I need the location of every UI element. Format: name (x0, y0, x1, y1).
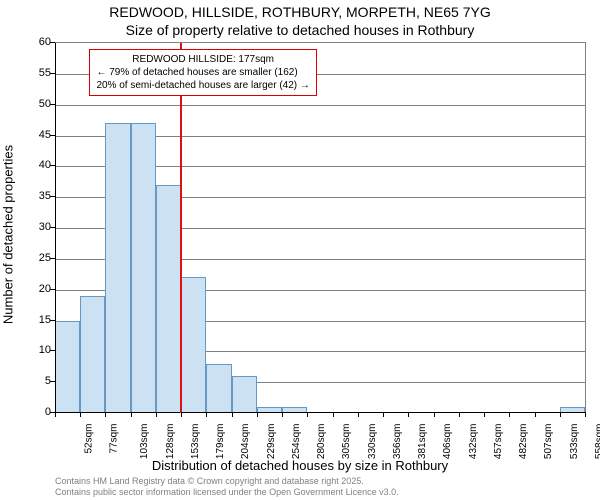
footnote-line1: Contains HM Land Registry data © Crown c… (55, 476, 364, 486)
xtick-mark (509, 412, 510, 417)
chart-title-line2: Size of property relative to detached ho… (0, 22, 600, 38)
ytick-label: 5 (45, 375, 51, 387)
histogram-bar (105, 123, 130, 413)
xtick-label: 432sqm (468, 424, 479, 460)
xtick-mark (585, 412, 586, 417)
xtick-mark (358, 412, 359, 417)
xtick-mark (560, 412, 561, 417)
histogram-bar (131, 123, 156, 413)
plot-area: REDWOOD HILLSIDE: 177sqm ← 79% of detach… (55, 42, 586, 413)
xtick-mark (282, 412, 283, 417)
xtick-mark (434, 412, 435, 417)
xtick-label: 229sqm (266, 424, 277, 460)
chart-container: REDWOOD, HILLSIDE, ROTHBURY, MORPETH, NE… (0, 0, 600, 500)
xtick-label: 280sqm (316, 424, 327, 460)
histogram-bar (206, 364, 231, 413)
ytick-label: 25 (39, 252, 51, 264)
xtick-mark (232, 412, 233, 417)
ytick-label: 30 (39, 221, 51, 233)
xtick-label: 507sqm (543, 424, 554, 460)
annotation-title: REDWOOD HILLSIDE: 177sqm (96, 53, 309, 66)
y-axis-label: Number of detached properties (1, 145, 16, 324)
xtick-label: 482sqm (518, 424, 529, 460)
ytick-label: 45 (39, 129, 51, 141)
xtick-label: 330sqm (367, 424, 378, 460)
gridline (55, 105, 585, 106)
xtick-label: 128sqm (165, 424, 176, 460)
xtick-mark (55, 412, 56, 417)
xtick-mark (105, 412, 106, 417)
xtick-label: 179sqm (215, 424, 226, 460)
ytick-label: 55 (39, 67, 51, 79)
xtick-mark (257, 412, 258, 417)
ytick-label: 50 (39, 98, 51, 110)
xtick-label: 77sqm (109, 424, 120, 454)
xtick-mark (131, 412, 132, 417)
x-axis-line (55, 412, 585, 413)
xtick-label: 558sqm (594, 424, 600, 460)
xtick-label: 103sqm (140, 424, 151, 460)
xtick-label: 254sqm (291, 424, 302, 460)
histogram-bar (80, 296, 105, 413)
xtick-label: 52sqm (84, 424, 95, 454)
xtick-mark (181, 412, 182, 417)
ytick-label: 60 (39, 36, 51, 48)
annotation-box: REDWOOD HILLSIDE: 177sqm ← 79% of detach… (89, 49, 316, 96)
ytick-label: 35 (39, 190, 51, 202)
ytick-label: 40 (39, 159, 51, 171)
xtick-label: 305sqm (341, 424, 352, 460)
xtick-label: 533sqm (569, 424, 580, 460)
histogram-bar (181, 277, 206, 413)
annotation-line3: 20% of semi-detached houses are larger (… (96, 79, 309, 92)
xtick-label: 153sqm (190, 424, 201, 460)
chart-title-line1: REDWOOD, HILLSIDE, ROTHBURY, MORPETH, NE… (0, 4, 600, 20)
xtick-label: 457sqm (493, 424, 504, 460)
ytick-label: 0 (45, 406, 51, 418)
xtick-label: 381sqm (417, 424, 428, 460)
xtick-label: 356sqm (392, 424, 403, 460)
ytick-label: 10 (39, 344, 51, 356)
xtick-mark (307, 412, 308, 417)
footnote-line2: Contains public sector information licen… (55, 487, 399, 497)
xtick-label: 406sqm (442, 424, 453, 460)
histogram-bar (156, 185, 181, 413)
xtick-mark (484, 412, 485, 417)
xtick-mark (156, 412, 157, 417)
x-axis-label: Distribution of detached houses by size … (0, 458, 600, 473)
xtick-mark (383, 412, 384, 417)
xtick-mark (535, 412, 536, 417)
reference-line (180, 43, 182, 413)
xtick-mark (206, 412, 207, 417)
xtick-mark (408, 412, 409, 417)
y-axis-line (55, 43, 56, 413)
histogram-bar (232, 376, 257, 413)
xtick-label: 204sqm (241, 424, 252, 460)
annotation-line2: ← 79% of detached houses are smaller (16… (96, 66, 309, 79)
ytick-label: 20 (39, 283, 51, 295)
ytick-label: 15 (39, 314, 51, 326)
xtick-mark (80, 412, 81, 417)
xtick-mark (333, 412, 334, 417)
xtick-mark (459, 412, 460, 417)
histogram-bar (55, 321, 80, 414)
